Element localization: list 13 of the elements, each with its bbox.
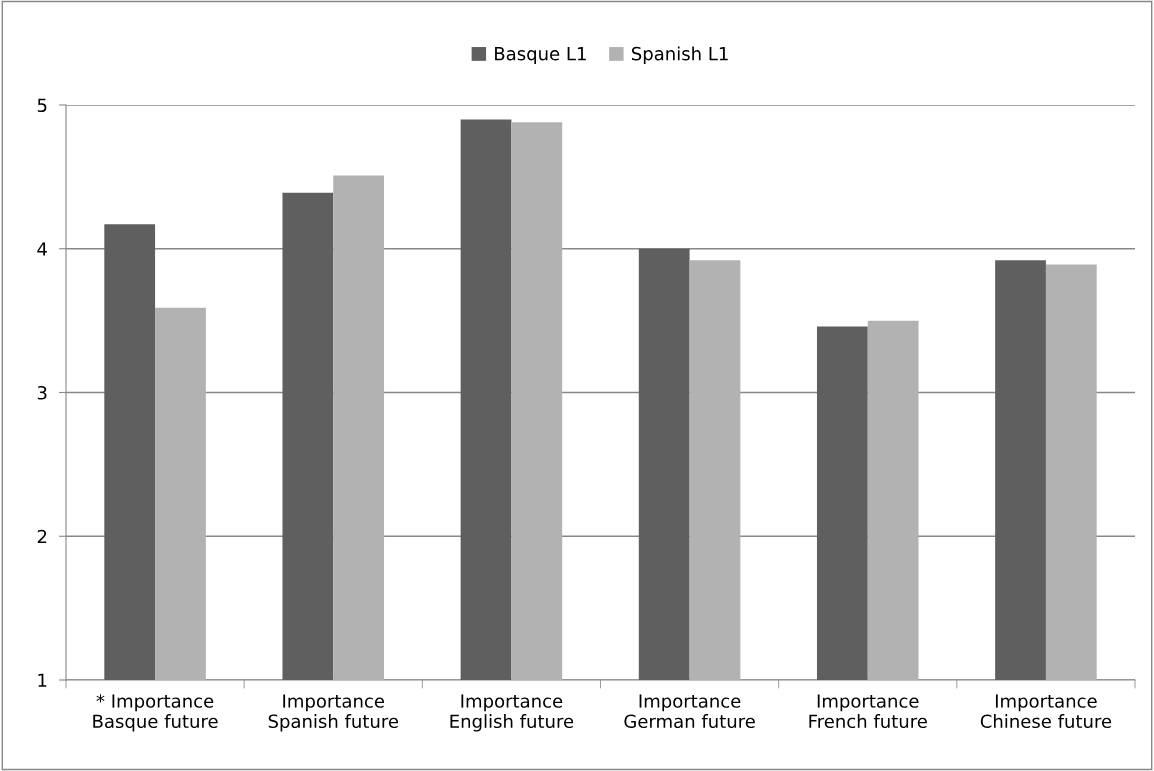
legend-label: Spanish L1 [631, 46, 728, 64]
y-tick-label: 1 [38, 673, 47, 687]
y-tick-label: 3 [37, 385, 47, 400]
y-tick-label: 2 [37, 529, 47, 544]
y-tick-label: 5 [37, 98, 47, 113]
x-tick-label: Importance German future [624, 694, 755, 729]
x-tick-label: Importance French future [809, 694, 927, 729]
y-tick-label: 4 [37, 242, 47, 256]
legend-label: Basque L1 [495, 47, 586, 64]
x-tick-label: * Importance Basque future [93, 694, 218, 732]
x-tick-label: Importance English future [450, 694, 574, 732]
x-tick-label: Importance Spanish future [268, 694, 399, 732]
x-tick-label: Importance Chinese future [980, 694, 1112, 729]
